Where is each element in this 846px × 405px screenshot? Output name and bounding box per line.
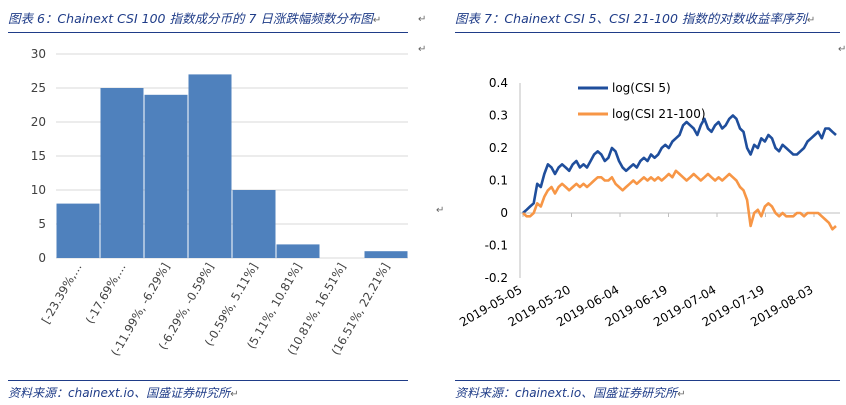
line-y-tick-label: 0.3 bbox=[489, 109, 508, 123]
right-source-rule bbox=[455, 380, 840, 381]
line-y-tick-label: 0 bbox=[500, 206, 508, 220]
line-y-tick-label: -0.1 bbox=[485, 239, 508, 253]
line-chart-plot-frame bbox=[519, 83, 840, 278]
histogram-bar bbox=[56, 203, 100, 258]
bar-y-tick-label: 10 bbox=[31, 183, 46, 197]
line-chart-x-ticks: 2019-05-052019-05-202019-06-042019-06-19… bbox=[457, 213, 816, 329]
paragraph-mark: ↵ bbox=[436, 205, 445, 216]
left-source-rule bbox=[8, 380, 408, 381]
left-chart-caption: 图表 6：Chainext CSI 100 指数成分币的 7 日涨跌幅频数分布图… bbox=[8, 11, 382, 26]
paragraph-mark: ↵ bbox=[418, 14, 427, 25]
line-y-tick-label: 0.2 bbox=[489, 141, 508, 155]
line-y-tick-label: 0.1 bbox=[489, 174, 508, 188]
log-return-line-chart: -0.2 -0.1 0 0.1 0.2 0.3 0.4 2019-05-052019-05-… bbox=[457, 76, 840, 329]
histogram-chart: 0 5 10 15 20 25 30 [-23.39%,…(-17.69%,…(-11.99… bbox=[31, 47, 408, 359]
legend-label: log(CSI 21-100) bbox=[612, 107, 706, 121]
line-y-tick-label: 0.4 bbox=[489, 76, 508, 90]
bar-y-tick-label: 30 bbox=[31, 47, 46, 61]
bar-chart-x-ticks: [-23.39%,…(-17.69%,…(-11.99%, -6.29%](-6… bbox=[39, 261, 393, 359]
left-caption-rule bbox=[8, 32, 408, 33]
histogram-bar bbox=[364, 251, 408, 258]
histogram-bar bbox=[232, 190, 276, 258]
paragraph-mark: ↵ bbox=[806, 15, 816, 26]
series-line bbox=[522, 114, 837, 214]
bar-chart-bars bbox=[56, 74, 408, 259]
bar-chart-gridlines bbox=[56, 53, 408, 259]
paragraph-mark: ↵ bbox=[372, 15, 382, 26]
bar-x-tick-label: [-23.39%,… bbox=[39, 261, 85, 327]
bar-x-tick-label: (-17.69%,… bbox=[83, 261, 129, 327]
bar-y-tick-label: 20 bbox=[31, 115, 46, 129]
left-chart-source: 资料来源：chainext.io、国盛证券研究所↵ bbox=[8, 386, 239, 400]
bar-y-tick-label: 15 bbox=[31, 149, 46, 163]
series-line bbox=[522, 169, 837, 231]
paragraph-mark: ↵ bbox=[418, 44, 427, 55]
right-chart-caption: 图表 7：Chainext CSI 5、CSI 21-100 指数的对数收益率序… bbox=[455, 11, 816, 26]
histogram-bar bbox=[100, 88, 144, 258]
bar-chart-y-ticks: 0 5 10 15 20 25 30 bbox=[31, 47, 46, 265]
line-chart-y-ticks: -0.2 -0.1 0 0.1 0.2 0.3 0.4 bbox=[485, 76, 508, 285]
line-chart-legend: log(CSI 5) log(CSI 21-100) bbox=[578, 81, 706, 121]
right-chart-source: 资料来源：chainext.io、国盛证券研究所↵ bbox=[455, 386, 686, 400]
bar-y-tick-label: 0 bbox=[38, 251, 46, 265]
bar-y-tick-label: 5 bbox=[38, 217, 46, 231]
paragraph-mark: ↵ bbox=[230, 389, 239, 400]
bar-y-tick-label: 25 bbox=[31, 81, 46, 95]
histogram-bar bbox=[276, 244, 320, 258]
legend-label: log(CSI 5) bbox=[612, 81, 671, 95]
right-caption-rule bbox=[455, 32, 840, 33]
line-chart-series bbox=[522, 114, 837, 231]
paragraph-mark: ↵ bbox=[838, 44, 846, 55]
line-y-tick-label: -0.2 bbox=[485, 271, 508, 285]
histogram-bar bbox=[144, 94, 188, 258]
histogram-bar bbox=[188, 74, 232, 259]
paragraph-mark: ↵ bbox=[677, 389, 686, 400]
